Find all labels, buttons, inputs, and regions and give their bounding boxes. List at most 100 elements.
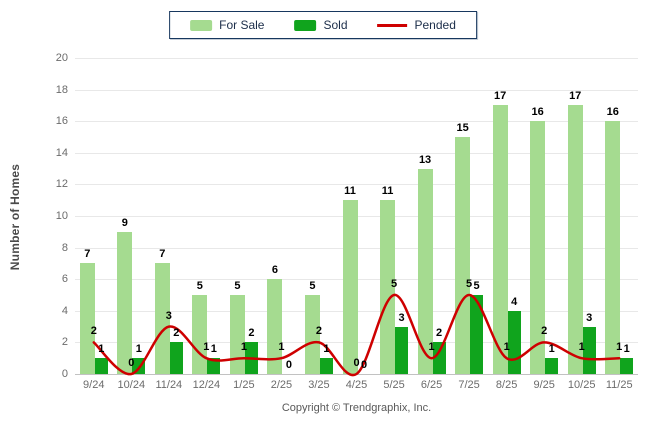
for-sale-value-label: 6 [271,264,278,277]
for-sale-bar [530,121,546,374]
sold-value-label: 1 [323,343,330,356]
pended-value-label: 1 [578,341,585,354]
y-axis-title: Number of Homes [8,163,22,271]
sold-value-label: 0 [285,359,292,371]
x-tick-label: 9/25 [533,379,555,391]
x-tick-label: 8/25 [495,379,518,391]
for-sale-bar [267,279,283,374]
y-tick-label: 14 [55,146,68,159]
for-sale-value-label: 17 [494,90,507,103]
grid-line [75,121,638,123]
for-sale-value-label: 13 [418,153,432,166]
sold-value-label: 2 [436,327,443,340]
sold-bar [169,342,183,374]
grid-line [75,89,638,91]
pended-line-path [92,293,621,377]
for-sale-bar [192,295,208,374]
y-tick-label: 16 [55,115,68,128]
for-sale-bar [492,105,508,374]
pended-value-label: 3 [165,309,172,322]
legend-label-sold: Sold [323,18,348,32]
y-tick-label: 4 [61,304,68,317]
pended-value-label: 2 [90,325,97,338]
x-tick-label: 11/24 [155,379,183,391]
pended-value-label: 2 [315,325,323,338]
x-tick-label: 12/24 [192,379,221,391]
sold-value-label: 0 [360,359,368,371]
sold-bar [94,358,108,374]
for-sale-value-label: 5 [309,280,316,292]
for-sale-value-label: 17 [569,90,582,103]
for-sale-value-label: 16 [606,106,619,119]
x-tick-label: 2/25 [270,379,293,391]
x-tick-label: 1/25 [233,379,255,391]
legend-label-pended: Pended [414,18,456,32]
y-tick-label: 6 [61,273,68,286]
y-tick-label: 0 [61,368,68,380]
y-tick-label: 10 [55,210,68,222]
sold-value-label: 5 [473,280,480,292]
sold-value-label: 4 [511,295,518,308]
pended-value-label: 1 [278,341,285,354]
grid-line [75,184,638,186]
x-tick-label: 9/24 [83,379,105,391]
sold-bar [620,358,634,374]
for-sale-bar [154,263,170,374]
pended-value-label: 0 [353,357,360,369]
y-tick-label: 18 [55,83,68,96]
sold-bar [432,342,446,374]
for-sale-value-label: 7 [159,248,166,261]
sold-value-label: 2 [248,327,255,340]
legend-label-for-sale: For Sale [219,18,265,32]
x-tick-label: 11/25 [605,379,633,391]
for-sale-bar [342,200,358,374]
sold-value-label: 2 [173,327,180,340]
x-tick-label: 10/24 [117,379,146,391]
for-sale-value-label: 9 [121,216,128,229]
pended-value-label: 5 [390,278,398,290]
for-sale-value-label: 16 [531,106,544,119]
legend-item-for-sale: For Sale [190,18,264,32]
x-tick-label: 4/25 [345,379,368,391]
pended-value-label: 1 [240,341,247,354]
pended-value-label: 1 [428,341,435,354]
sold-bar [319,358,333,374]
for-sale-bar [117,231,133,374]
for-sale-bar [229,295,245,374]
for-sale-value-label: 5 [234,280,241,292]
pended-value-label: 1 [616,341,623,354]
x-tick-label: 6/25 [420,379,443,391]
y-tick-label: 8 [61,241,68,254]
grid-line [75,152,638,154]
for-sale-bar [605,121,621,374]
for-sale-bar [79,263,95,374]
pended-value-label: 0 [128,357,135,369]
sold-bar [207,358,221,374]
for-sale-value-label: 11 [344,185,356,198]
for-sale-bar [304,295,320,374]
sold-bar [545,358,559,374]
x-tick-label: 5/25 [383,379,405,391]
for-sale-bar [455,137,471,374]
for-sale-value-label: 7 [84,248,91,261]
y-tick-label: 20 [55,52,68,64]
copyright-text: Copyright © Trendgraphix, Inc. [281,402,432,414]
pended-value-label: 5 [466,278,473,290]
pended-value-label: 1 [503,341,510,354]
sold-value-label: 1 [98,343,105,356]
grid-line [75,58,638,59]
y-tick-label: 2 [61,336,68,349]
sold-value-label: 3 [398,311,405,324]
sold-value-label: 1 [135,343,142,356]
for-sale-swatch-icon [190,19,213,31]
legend-item-sold: Sold [294,18,348,32]
for-sale-value-label: 15 [456,122,469,134]
x-tick-label: 3/25 [308,379,330,391]
sold-bar [470,295,484,374]
x-tick-label: 7/25 [458,379,480,391]
plot-area: 7 1 2 9 1 0 7 2 3 5 1 1 5 2 1 6 0 1 5 1 2 11 0 0 11 3 5 13 2 1 15 5 5 17 4… [75,58,638,377]
pended-value-label: 1 [203,341,210,354]
sold-value-label: 1 [623,343,630,356]
for-sale-value-label: 11 [381,185,394,198]
